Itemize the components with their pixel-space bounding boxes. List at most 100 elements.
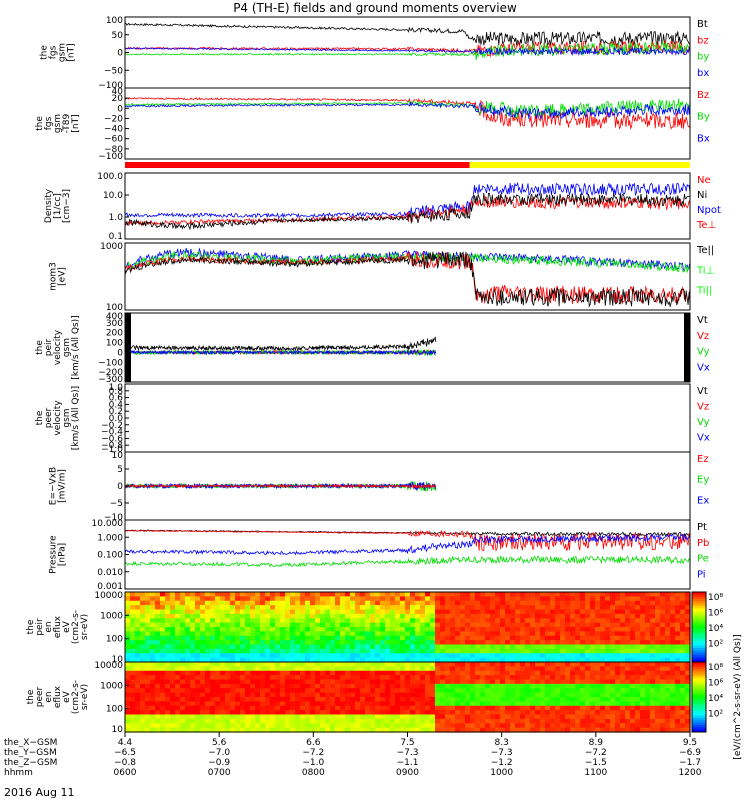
heatmap-cell [240, 662, 246, 667]
y-tick-label: 0.010 [97, 568, 123, 578]
heatmap-cell [290, 605, 296, 611]
heatmap-cell [395, 718, 401, 724]
heatmap-cell [645, 644, 651, 650]
series-line-Bt [124, 22, 690, 47]
heatmap-cell [655, 710, 661, 716]
heatmap-cell [135, 697, 141, 702]
heatmap-cell [290, 653, 296, 659]
heatmap-cell [200, 592, 206, 597]
heatmap-cell [235, 657, 241, 663]
heatmap-cell [265, 592, 271, 597]
heatmap-cell [360, 631, 366, 637]
heatmap-cell [285, 631, 291, 637]
heatmap-cell [350, 609, 356, 615]
heatmap-cell [560, 605, 566, 611]
heatmap-cell [195, 644, 201, 650]
heatmap-cell [625, 609, 631, 615]
heatmap-cell [150, 718, 156, 724]
heatmap-cell [545, 723, 551, 729]
y-axis-label: (cm2-s- [71, 610, 81, 644]
heatmap-cell [565, 631, 571, 637]
heatmap-cell [555, 657, 561, 663]
heatmap-cell [380, 666, 386, 672]
heatmap-cell [545, 683, 551, 689]
heatmap-cell [285, 683, 291, 689]
heatmap-cell [460, 718, 466, 724]
heatmap-cell [665, 675, 671, 681]
y-axis-label: eflux [53, 615, 63, 638]
heatmap-cell [520, 701, 526, 707]
heatmap-cell [410, 622, 416, 628]
heatmap-cell [220, 592, 226, 597]
heatmap-cell [465, 613, 471, 619]
heatmap-cell [370, 592, 376, 597]
heatmap-cell [195, 613, 201, 619]
heatmap-cell [390, 635, 396, 641]
colorbar-swatch [692, 603, 706, 607]
heatmap-cell [195, 618, 201, 624]
series-line-Ne [124, 196, 691, 226]
heatmap-cell [625, 697, 631, 702]
heatmap-cell [680, 635, 686, 641]
heatmap-cell [590, 723, 596, 729]
heatmap-cell [155, 714, 161, 720]
heatmap-cell [245, 679, 251, 685]
heatmap-cell [180, 605, 186, 611]
heatmap-cell [225, 692, 231, 698]
heatmap-cell [375, 592, 381, 597]
heatmap-cell [255, 622, 261, 628]
heatmap-cell [345, 714, 351, 720]
heatmap-cell [180, 648, 186, 654]
heatmap-cell [195, 723, 201, 729]
heatmap-cell [340, 622, 346, 628]
heatmap-cell [145, 662, 151, 667]
heatmap-cell [225, 705, 231, 711]
heatmap-cell [150, 640, 156, 646]
heatmap-cell [610, 644, 616, 650]
colorbar-swatch [692, 650, 706, 654]
heatmap-cell [555, 662, 561, 667]
heatmap-cell [570, 714, 576, 720]
y-tick-label: 0.8 [109, 387, 124, 397]
heatmap-cell [290, 622, 296, 628]
heatmap-cell [510, 635, 516, 641]
heatmap-cell [395, 657, 401, 663]
heatmap-cell [225, 600, 231, 606]
legend-entry-by: by [697, 52, 709, 63]
heatmap-cell [625, 683, 631, 689]
heatmap-cell [125, 670, 131, 676]
heatmap-cell [420, 653, 426, 659]
colorbar-swatch [692, 671, 706, 675]
heatmap-cell [425, 670, 431, 676]
heatmap-cell [620, 714, 626, 720]
heatmap-cell [295, 701, 301, 707]
heatmap-cell [245, 648, 251, 654]
heatmap-cell [520, 596, 526, 602]
heatmap-cell [310, 705, 316, 711]
heatmap-cell [685, 710, 691, 716]
heatmap-cell [430, 613, 436, 619]
heatmap-cell [215, 600, 221, 606]
heatmap-cell [590, 705, 596, 711]
heatmap-cell [175, 605, 181, 611]
heatmap-cell [675, 605, 681, 611]
heatmap-cell [585, 710, 591, 716]
mode-segment [469, 162, 690, 168]
heatmap-cell [150, 609, 156, 615]
heatmap-cell [130, 653, 136, 659]
heatmap-cell [370, 609, 376, 615]
heatmap-cell [635, 640, 641, 646]
heatmap-cell [525, 613, 531, 619]
heatmap-cell [450, 666, 456, 672]
heatmap-cell [630, 657, 636, 663]
heatmap-cell [680, 600, 686, 606]
heatmap-cell [440, 710, 446, 716]
heatmap-cell [400, 648, 406, 654]
heatmap-cell [305, 714, 311, 720]
heatmap-cell [610, 592, 616, 597]
heatmap-cell [245, 666, 251, 672]
heatmap-cell [675, 718, 681, 724]
y-tick-label: −5 [110, 499, 123, 509]
heatmap-cell [590, 640, 596, 646]
heatmap-cell [585, 596, 591, 602]
